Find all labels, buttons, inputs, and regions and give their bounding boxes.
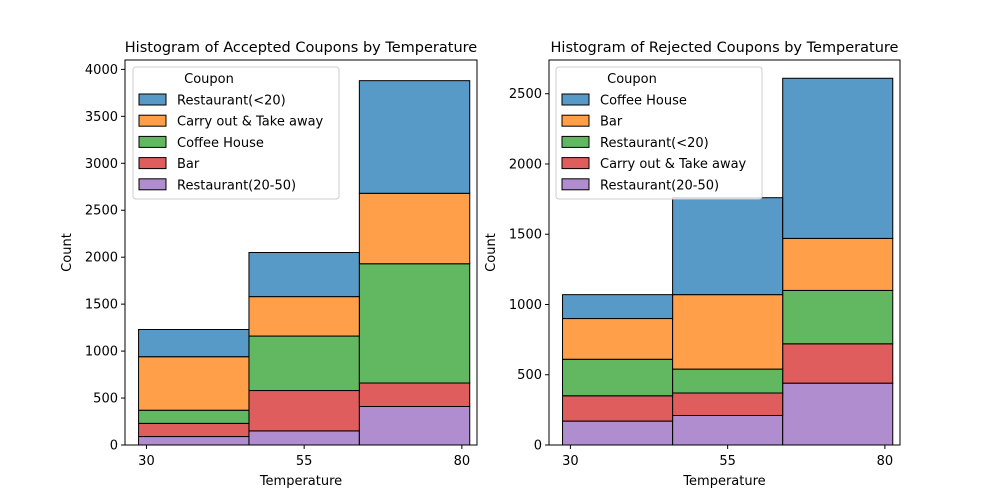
legend-swatch: [138, 114, 167, 127]
bar-coffee-house-55: [248, 335, 360, 392]
x-tick-label: 80: [454, 454, 471, 469]
bar-coffee-house-30: [562, 294, 674, 320]
bar-bar-55: [672, 294, 784, 370]
bar-restaurant-20-50--55: [248, 430, 360, 446]
legend-swatch: [561, 178, 590, 191]
y-tick-label: 2500: [509, 87, 542, 102]
bar-bar-30: [138, 422, 250, 438]
x-tick-label: 80: [877, 454, 894, 469]
bar-restaurant-20--30: [562, 358, 674, 397]
bar-carry-out-take-away-80: [358, 192, 471, 265]
legend-entry: Bar: [600, 115, 623, 130]
legend-swatch: [561, 157, 590, 170]
bar-restaurant-20--55: [248, 252, 360, 298]
y-tick-label: 1500: [85, 298, 118, 313]
x-tick-label: 55: [296, 454, 313, 469]
x-tick-label: 55: [719, 454, 736, 469]
legend-entry: Bar: [177, 157, 200, 172]
legend-entry: Carry out & Take away: [600, 157, 747, 172]
legend: Coupon Restaurant(<20) Carry out & Take aw…: [132, 66, 340, 200]
bar-carry-out-take-away-80: [782, 343, 894, 384]
legend-swatch: [561, 93, 590, 106]
legend-box: [555, 66, 763, 200]
y-tick-label: 3000: [85, 157, 118, 172]
x-tick-label: 30: [138, 454, 155, 469]
chart-panel-2: 0 500 1000 1500 2000 2500 30 55 80 Histogram of R…: [484, 40, 901, 489]
legend-swatch: [138, 135, 167, 148]
y-tick-label: 2000: [85, 251, 118, 266]
legend-swatch: [561, 135, 590, 148]
bar-restaurant-20-50--30: [562, 420, 674, 446]
legend-swatch: [561, 114, 590, 127]
legend-entry: Restaurant(<20): [600, 136, 709, 151]
legend-entry: Restaurant(<20): [177, 94, 286, 109]
bar-coffee-house-80: [358, 263, 471, 384]
legend-title: Coupon: [184, 72, 234, 87]
legend-entry: Restaurant(20-50): [600, 178, 719, 193]
bar-coffee-house-55: [672, 197, 784, 296]
axes-frame: [124, 59, 478, 446]
bar-restaurant-20--80: [782, 289, 894, 345]
legend-swatch: [138, 178, 167, 191]
bar-restaurant-20-50--80: [782, 382, 894, 446]
x-axis-label: Temperature: [259, 474, 342, 489]
y-tick-label: 500: [93, 392, 118, 407]
bar-coffee-house-80: [782, 77, 894, 239]
y-tick-label: 0: [534, 439, 542, 454]
legend-entry: Coffee House: [177, 136, 264, 151]
bar-bar-55: [248, 390, 360, 432]
legend-entry: Restaurant(20-50): [177, 178, 296, 193]
bar-restaurant-20-50--80: [358, 406, 471, 446]
y-tick-label: 1000: [509, 298, 542, 313]
x-tick-label: 30: [562, 454, 579, 469]
bar-coffee-house-30: [138, 409, 250, 424]
bar-carry-out-take-away-30: [138, 356, 250, 411]
y-tick-label: 0: [110, 439, 118, 454]
y-tick-label: 3500: [85, 110, 118, 125]
y-axis-label: Count: [484, 233, 499, 272]
y-tick-label: 1500: [509, 228, 542, 243]
bar-carry-out-take-away-55: [672, 392, 784, 416]
bar-restaurant-20--55: [672, 368, 784, 394]
bar-restaurant-20-50--30: [138, 436, 250, 446]
legend-title: Coupon: [607, 72, 657, 87]
y-tick-label: 2500: [85, 204, 118, 219]
legend: Coupon Coffee House Bar Restaurant(<20) Carr…: [555, 66, 763, 200]
y-tick-label: 500: [517, 368, 542, 383]
legend-entry: Coffee House: [600, 94, 687, 109]
legend-box: [132, 66, 340, 200]
axes-frame: [548, 59, 901, 446]
bar-carry-out-take-away-55: [248, 296, 360, 337]
legend-swatch: [138, 93, 167, 106]
bar-restaurant-20-50--55: [672, 414, 784, 446]
bar-bar-80: [782, 237, 894, 291]
legend-swatch: [138, 157, 167, 170]
y-axis-label: Count: [60, 233, 75, 272]
bars: [138, 80, 471, 446]
chart-title: Histogram of Rejected Coupons by Tempera…: [551, 40, 899, 56]
bar-restaurant-20--30: [138, 329, 250, 358]
x-axis-label: Temperature: [682, 474, 765, 489]
chart-title: Histogram of Accepted Coupons by Tempera…: [125, 40, 478, 56]
bar-bar-80: [358, 382, 471, 407]
y-tick-label: 1000: [85, 345, 118, 360]
bar-restaurant-20--80: [358, 80, 471, 194]
bar-carry-out-take-away-30: [562, 395, 674, 422]
bar-bar-30: [562, 318, 674, 360]
legend-entry: Carry out & Take away: [177, 115, 324, 130]
bars: [562, 77, 894, 446]
y-tick-label: 4000: [85, 63, 118, 78]
y-tick-label: 2000: [509, 157, 542, 172]
chart-panel-1: 0 500 1000 1500 2000 2500 3000 3500 4000 30 55 80 Hi…: [60, 40, 478, 489]
